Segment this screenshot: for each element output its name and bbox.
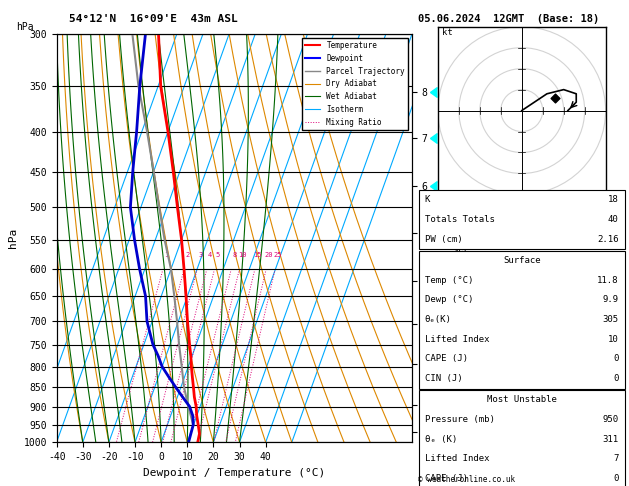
Text: 2.16: 2.16 — [597, 235, 619, 244]
Text: 2: 2 — [185, 252, 189, 258]
Text: Most Unstable: Most Unstable — [487, 395, 557, 404]
Text: PW (cm): PW (cm) — [425, 235, 462, 244]
Text: 1: 1 — [164, 252, 168, 258]
Text: 10: 10 — [238, 252, 247, 258]
Text: Surface: Surface — [503, 256, 540, 265]
Text: θₑ(K): θₑ(K) — [425, 315, 452, 324]
Y-axis label: hPa: hPa — [8, 228, 18, 248]
Text: 20: 20 — [265, 252, 273, 258]
Text: 0: 0 — [613, 474, 619, 483]
Y-axis label: km
ASL: km ASL — [454, 238, 470, 258]
Text: 11.8: 11.8 — [597, 276, 619, 285]
FancyBboxPatch shape — [418, 190, 625, 249]
Legend: Temperature, Dewpoint, Parcel Trajectory, Dry Adiabat, Wet Adiabat, Isotherm, Mi: Temperature, Dewpoint, Parcel Trajectory… — [302, 38, 408, 130]
Text: Pressure (mb): Pressure (mb) — [425, 415, 494, 424]
Point — [550, 94, 560, 102]
Text: 7: 7 — [613, 454, 619, 464]
Text: 0: 0 — [613, 354, 619, 364]
Text: 305: 305 — [603, 315, 619, 324]
Text: 10: 10 — [608, 335, 619, 344]
Text: 8: 8 — [232, 252, 237, 258]
Text: 54°12'N  16°09'E  43m ASL: 54°12'N 16°09'E 43m ASL — [69, 14, 238, 24]
Text: CAPE (J): CAPE (J) — [425, 474, 468, 483]
Text: 15: 15 — [253, 252, 262, 258]
X-axis label: Dewpoint / Temperature (°C): Dewpoint / Temperature (°C) — [143, 468, 325, 478]
Text: 05.06.2024  12GMT  (Base: 18): 05.06.2024 12GMT (Base: 18) — [418, 14, 599, 24]
Text: 0: 0 — [613, 374, 619, 383]
Text: Lifted Index: Lifted Index — [425, 335, 489, 344]
Text: CIN (J): CIN (J) — [425, 374, 462, 383]
Text: 311: 311 — [603, 435, 619, 444]
Text: θₑ (K): θₑ (K) — [425, 435, 457, 444]
Text: 5: 5 — [215, 252, 220, 258]
Text: kt: kt — [442, 28, 453, 37]
FancyBboxPatch shape — [418, 251, 625, 388]
Text: Dewp (°C): Dewp (°C) — [425, 295, 473, 304]
Text: 9.9: 9.9 — [603, 295, 619, 304]
Text: CAPE (J): CAPE (J) — [425, 354, 468, 364]
Text: hPa: hPa — [16, 21, 33, 32]
Text: Lifted Index: Lifted Index — [425, 454, 489, 464]
Text: 3: 3 — [198, 252, 203, 258]
Text: Totals Totals: Totals Totals — [425, 215, 494, 224]
Text: Temp (°C): Temp (°C) — [425, 276, 473, 285]
Text: 4: 4 — [208, 252, 212, 258]
Text: 25: 25 — [274, 252, 282, 258]
Text: 40: 40 — [608, 215, 619, 224]
FancyBboxPatch shape — [418, 390, 625, 486]
Text: K: K — [425, 195, 430, 205]
Text: 950: 950 — [603, 415, 619, 424]
Text: 18: 18 — [608, 195, 619, 205]
Text: © weatheronline.co.uk: © weatheronline.co.uk — [418, 474, 515, 484]
